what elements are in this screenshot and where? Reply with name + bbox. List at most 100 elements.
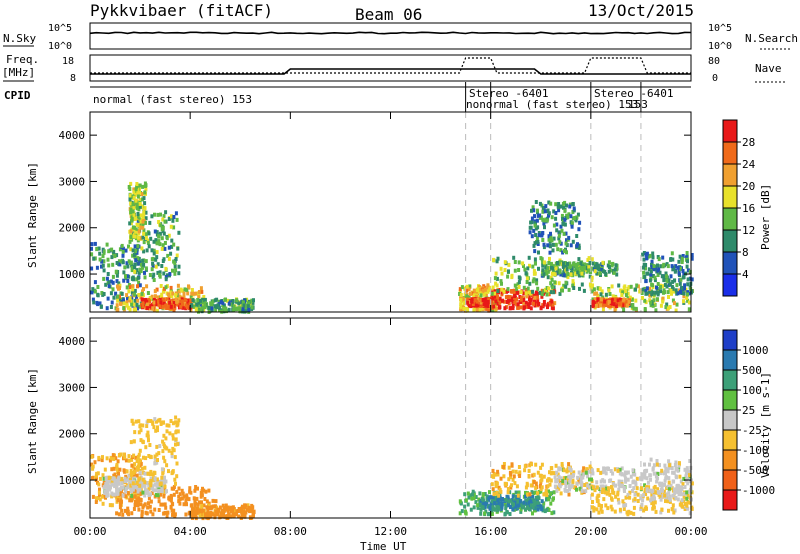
station-title: Pykkvibaer (fitACF)	[90, 1, 273, 20]
data-cell	[172, 242, 176, 247]
data-cell	[133, 485, 137, 489]
data-cell	[242, 303, 246, 308]
data-cell	[111, 453, 115, 458]
data-cell	[111, 274, 115, 279]
data-cell	[458, 287, 462, 292]
data-cell	[479, 288, 483, 292]
data-cell	[551, 285, 555, 290]
data-cell	[542, 272, 546, 277]
data-cell	[557, 281, 561, 286]
data-cell	[106, 482, 110, 487]
data-cell	[546, 484, 550, 489]
data-cell	[127, 185, 131, 189]
data-cell	[665, 492, 669, 497]
data-cell	[153, 294, 157, 299]
data-cell	[216, 303, 220, 308]
data-cell	[557, 486, 561, 491]
data-cell	[496, 504, 500, 509]
data-cell	[570, 224, 574, 229]
data-cell	[659, 285, 662, 289]
data-cell	[648, 253, 652, 258]
data-cell	[494, 299, 498, 304]
data-cell	[130, 276, 134, 281]
data-cell	[144, 236, 148, 240]
data-cell	[156, 212, 160, 217]
data-cell	[496, 294, 500, 299]
data-cell	[538, 215, 542, 220]
data-cell	[561, 217, 564, 221]
data-cell	[241, 505, 245, 510]
data-cell	[133, 244, 137, 249]
data-cell	[685, 503, 689, 508]
data-cell	[675, 302, 679, 307]
data-cell	[598, 271, 602, 276]
data-cell	[498, 305, 502, 310]
data-cell	[596, 297, 600, 302]
data-cell	[541, 303, 545, 308]
nsearch-label: N.Search	[745, 32, 798, 45]
data-cell	[487, 511, 491, 516]
data-cell	[190, 303, 194, 308]
data-cell	[513, 260, 517, 264]
data-cell	[541, 263, 545, 268]
data-cell	[141, 289, 144, 294]
data-cell	[129, 235, 133, 240]
data-cell	[250, 503, 254, 508]
data-cell	[157, 418, 161, 423]
data-cell	[575, 234, 579, 238]
data-cell	[601, 307, 605, 312]
data-cell	[564, 479, 568, 484]
data-cell	[128, 307, 132, 312]
data-cell	[105, 242, 109, 247]
data-cell	[672, 510, 676, 515]
data-cell	[102, 292, 106, 296]
data-cell	[479, 511, 483, 516]
data-cell	[145, 284, 149, 289]
data-cell	[532, 502, 536, 507]
data-cell	[103, 489, 107, 494]
power-scale-tick-label: 12	[742, 224, 755, 237]
data-cell	[237, 514, 241, 519]
data-cell	[143, 480, 147, 485]
data-cell	[120, 499, 123, 504]
data-cell	[620, 466, 624, 471]
data-cell	[224, 503, 228, 508]
data-cell	[115, 463, 119, 467]
data-cell	[640, 296, 644, 300]
data-cell	[174, 420, 178, 425]
data-cell	[143, 491, 147, 495]
velocity-scale-swatch	[723, 350, 737, 370]
data-cell	[169, 300, 173, 305]
data-cell	[509, 485, 513, 490]
data-cell	[561, 221, 565, 226]
data-cell	[658, 270, 662, 275]
data-cell	[141, 221, 145, 226]
data-cell	[622, 487, 626, 492]
data-cell	[517, 285, 521, 289]
data-cell	[120, 291, 124, 296]
data-cell	[659, 303, 663, 308]
data-cell	[190, 506, 194, 511]
data-cell	[138, 283, 142, 288]
data-cell	[686, 282, 690, 287]
data-cell	[674, 467, 678, 471]
data-cell	[651, 274, 655, 278]
data-cell	[562, 273, 566, 278]
data-cell	[671, 257, 675, 262]
data-cell	[169, 498, 173, 503]
data-cell	[164, 303, 168, 308]
data-cell	[496, 469, 500, 474]
data-cell	[160, 475, 164, 480]
data-cell	[189, 295, 193, 300]
data-cell	[679, 277, 683, 282]
data-cell	[171, 433, 175, 438]
data-cell	[554, 216, 558, 221]
data-cell	[539, 504, 543, 509]
data-cell	[213, 504, 217, 509]
data-cell	[569, 476, 573, 480]
data-cell	[661, 255, 665, 260]
data-cell	[160, 489, 164, 494]
data-cell	[591, 299, 595, 304]
data-cell	[617, 487, 621, 492]
data-cell	[205, 505, 209, 510]
